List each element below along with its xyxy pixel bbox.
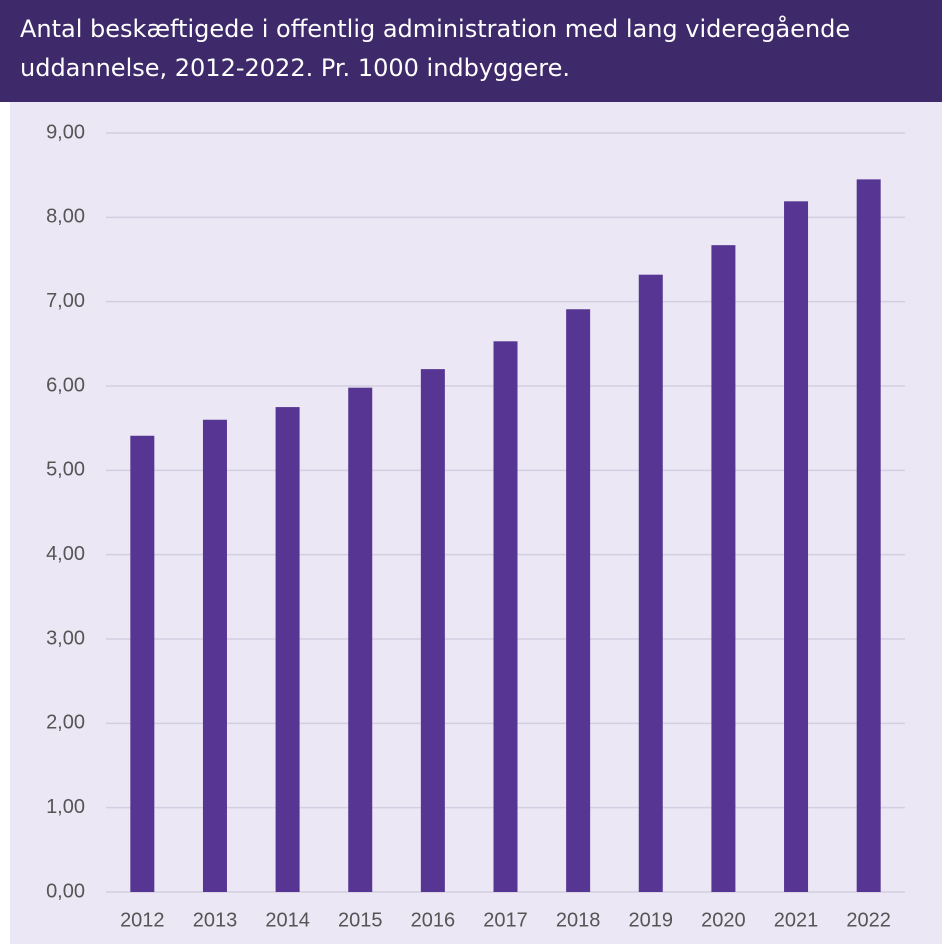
bar (711, 245, 736, 892)
y-tick-label: 7,00 (46, 290, 85, 312)
x-tick-label: 2018 (556, 909, 601, 931)
bar (420, 369, 445, 893)
x-tick-label: 2014 (265, 909, 310, 931)
x-tick-label: 2021 (774, 909, 819, 931)
y-tick-label: 9,00 (46, 121, 85, 143)
bar (348, 387, 373, 892)
x-tick-label: 2012 (120, 909, 165, 931)
bar (856, 179, 881, 893)
x-tick-label: 2016 (411, 909, 456, 931)
x-tick-label: 2020 (701, 909, 746, 931)
y-tick-label: 3,00 (46, 627, 85, 649)
x-tick-label: 2013 (193, 909, 238, 931)
x-tick-label: 2015 (338, 909, 383, 931)
y-tick-label: 6,00 (46, 374, 85, 396)
y-tick-label: 8,00 (46, 206, 85, 228)
bar (202, 419, 227, 892)
x-tick-label: 2022 (846, 909, 891, 931)
chart-title: Antal beskæftigede i offentlig administr… (0, 0, 942, 102)
y-tick-label: 5,00 (46, 459, 85, 481)
bar (275, 407, 300, 892)
y-tick-label: 4,00 (46, 543, 85, 565)
bar (130, 435, 155, 892)
y-tick-label: 0,00 (46, 880, 85, 902)
bar (638, 274, 663, 892)
y-tick-label: 2,00 (46, 712, 85, 734)
bar (493, 341, 518, 892)
bar (566, 309, 591, 892)
bar (784, 201, 809, 892)
y-tick-label: 1,00 (46, 796, 85, 818)
x-tick-label: 2019 (629, 909, 674, 931)
x-tick-label: 2017 (483, 909, 528, 931)
